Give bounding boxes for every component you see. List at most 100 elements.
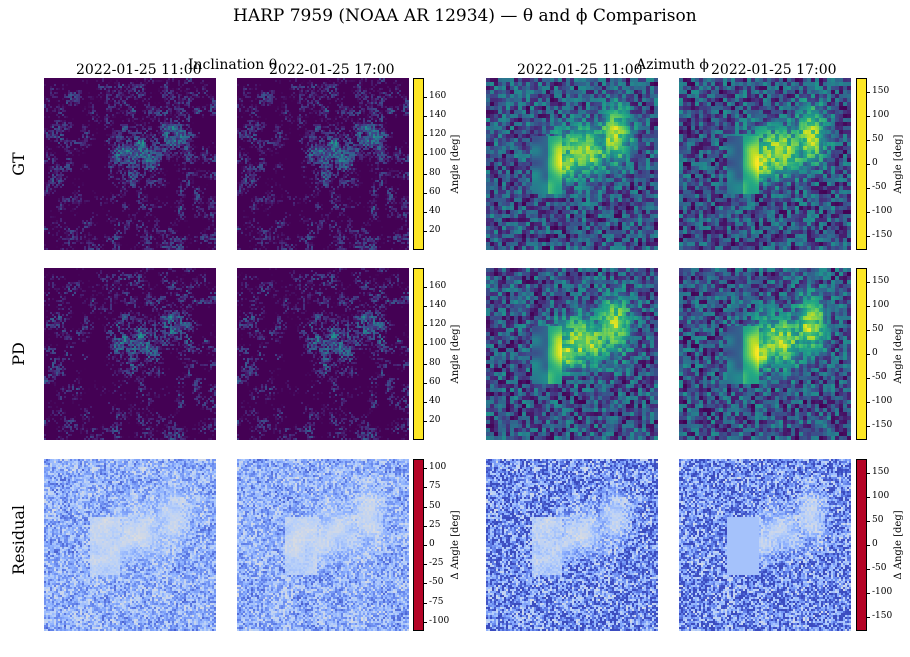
- figure-title: HARP 7959 (NOAA AR 12934) — θ and ϕ Comp…: [233, 6, 697, 26]
- colorbar-tick-label: -50: [872, 372, 887, 382]
- colorbar-tick-mark: [424, 231, 427, 232]
- colorbar-tick-label: 40: [429, 206, 441, 216]
- heatmap-residual-inc-1-image: [44, 459, 216, 631]
- colorbar-tick-mark: [424, 116, 427, 117]
- colorbar-tick-label: 50: [872, 515, 884, 525]
- heatmap-gt-azi-1: [486, 78, 658, 250]
- colorbar-tick-mark: [424, 135, 427, 136]
- heatmap-pd-inc-2-image: [237, 268, 409, 440]
- colorbar-tick-label: 100: [872, 110, 890, 120]
- col-timestamp-azi-1: 2022-01-25 11:00: [517, 62, 643, 78]
- colorbar-tick-mark: [867, 593, 870, 594]
- heatmap-pd-azi-1: [486, 268, 658, 440]
- colorbar-tick-label: 0: [872, 348, 878, 358]
- colorbar-tick-mark: [867, 426, 870, 427]
- heatmap-gt-inc-2-image: [237, 78, 409, 250]
- colorbar-tick-label: -150: [872, 420, 893, 430]
- colorbar-pd-inc: [413, 268, 424, 440]
- colorbar-tick-label: 140: [429, 110, 447, 120]
- heatmap-residual-azi-1-image: [486, 459, 658, 631]
- colorbar-tick-label: 0: [429, 539, 435, 549]
- colorbar-tick-label: 150: [872, 276, 890, 286]
- colorbar-tick-mark: [867, 164, 870, 165]
- colorbar-tick-label: 0: [872, 158, 878, 168]
- heatmap-pd-azi-2-image: [679, 268, 851, 440]
- heatmap-residual-azi-1: [486, 459, 658, 631]
- colorbar-tick-label: -50: [429, 577, 444, 587]
- colorbar-tick-label: 20: [429, 225, 441, 235]
- colorbar-tick-label: 100: [872, 300, 890, 310]
- heatmap-residual-inc-2-image: [237, 459, 409, 631]
- colorbar-tick-label: -50: [872, 182, 887, 192]
- colorbar-tick-label: 120: [429, 129, 447, 139]
- colorbar-tick-label: 140: [429, 300, 447, 310]
- colorbar-tick-mark: [424, 545, 427, 546]
- colorbar-tick-label: -100: [872, 587, 893, 597]
- colorbar-tick-label: 80: [429, 168, 441, 178]
- colorbar-tick-mark: [867, 497, 870, 498]
- colorbar-tick-label: 120: [429, 319, 447, 329]
- colorbar-tick-mark: [424, 468, 427, 469]
- colorbar-tick-mark: [424, 526, 427, 527]
- colorbar-tick-mark: [867, 330, 870, 331]
- colorbar-tick-label: 50: [429, 501, 441, 511]
- row-label-residual: Residual: [9, 504, 28, 575]
- inclination-group-title: Inclination θ: [188, 57, 278, 73]
- colorbar-tick-mark: [424, 212, 427, 213]
- colorbar-tick-mark: [424, 306, 427, 307]
- heatmap-gt-azi-2-image: [679, 78, 851, 250]
- colorbar-tick-mark: [424, 174, 427, 175]
- colorbar-residual-inc: [413, 459, 424, 631]
- colorbar-tick-mark: [424, 402, 427, 403]
- colorbar-tick-mark: [867, 92, 870, 93]
- heatmap-gt-inc-2: [237, 78, 409, 250]
- colorbar-tick-label: 100: [429, 148, 447, 158]
- colorbar-tick-mark: [424, 603, 427, 604]
- colorbar-tick-mark: [867, 212, 870, 213]
- colorbar-tick-mark: [424, 622, 427, 623]
- heatmap-pd-azi-2: [679, 268, 851, 440]
- colorbar-label: Angle [deg]: [450, 324, 461, 384]
- heatmap-pd-inc-1: [44, 268, 216, 440]
- colorbar-tick-mark: [424, 97, 427, 98]
- colorbar-residual-azi: [856, 459, 867, 631]
- colorbar-tick-label: 100: [872, 491, 890, 501]
- heatmap-pd-azi-1-image: [486, 268, 658, 440]
- heatmap-gt-azi-2: [679, 78, 851, 250]
- colorbar-tick-mark: [424, 583, 427, 584]
- colorbar-tick-mark: [867, 378, 870, 379]
- colorbar-tick-mark: [867, 473, 870, 474]
- colorbar-tick-mark: [424, 287, 427, 288]
- colorbar-tick-mark: [867, 402, 870, 403]
- colorbar-tick-mark: [867, 617, 870, 618]
- colorbar-tick-label: 20: [429, 415, 441, 425]
- colorbar-tick-label: 150: [872, 86, 890, 96]
- colorbar-tick-mark: [424, 564, 427, 565]
- colorbar-tick-label: -100: [872, 206, 893, 216]
- colorbar-label: Δ Angle [deg]: [450, 510, 461, 580]
- colorbar-tick-mark: [867, 140, 870, 141]
- colorbar-tick-mark: [424, 193, 427, 194]
- colorbar-tick-label: 25: [429, 520, 441, 530]
- col-timestamp-inc-2: 2022-01-25 17:00: [269, 62, 395, 78]
- colorbar-tick-mark: [867, 545, 870, 546]
- colorbar-tick-label: 40: [429, 396, 441, 406]
- colorbar-tick-mark: [424, 364, 427, 365]
- colorbar-tick-label: 60: [429, 377, 441, 387]
- colorbar-tick-label: -150: [872, 230, 893, 240]
- heatmap-pd-inc-1-image: [44, 268, 216, 440]
- colorbar-tick-mark: [867, 188, 870, 189]
- colorbar-tick-mark: [867, 354, 870, 355]
- colorbar-tick-mark: [424, 383, 427, 384]
- colorbar-tick-mark: [867, 116, 870, 117]
- colorbar-gt-azi: [856, 78, 867, 250]
- colorbar-tick-mark: [424, 325, 427, 326]
- colorbar-tick-label: -75: [429, 597, 444, 607]
- col-timestamp-azi-2: 2022-01-25 17:00: [711, 62, 837, 78]
- row-label-pd: PD: [9, 342, 28, 366]
- colorbar-tick-mark: [424, 344, 427, 345]
- colorbar-tick-label: 100: [429, 462, 447, 472]
- colorbar-gt-inc: [413, 78, 424, 250]
- colorbar-tick-label: 0: [872, 539, 878, 549]
